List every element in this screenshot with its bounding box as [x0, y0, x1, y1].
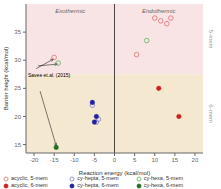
svg-text:0: 0: [113, 157, 117, 163]
svg-text:-20: -20: [30, 157, 39, 163]
html-text:acyclic, 6-mem: acyclic, 6-mem: [11, 182, 48, 188]
svg-text:-15: -15: [50, 157, 59, 163]
svg-text:6-mem: 6-mem: [208, 104, 213, 123]
html-text:cy-hepta, 6-mem: cy-hepta, 6-mem: [77, 182, 119, 188]
svg-text:-10: -10: [70, 157, 79, 163]
svg-text:Barrier height (kcal/mol): Barrier height (kcal/mol): [8, 47, 9, 111]
svg-text:Savee et.al. (2015): Savee et.al. (2015): [28, 72, 71, 78]
svg-text:20: 20: [14, 114, 21, 120]
svg-text:Endothermic: Endothermic: [142, 8, 176, 14]
svg-text:5-mem: 5-mem: [208, 30, 213, 49]
svg-text:15: 15: [171, 157, 178, 163]
svg-text:35: 35: [14, 29, 21, 35]
svg-text:-5: -5: [92, 157, 98, 163]
svg-text:20: 20: [192, 157, 199, 163]
svg-text:Exothermic: Exothermic: [55, 8, 85, 14]
svg-text:Reaction energy (kcal/mol): Reaction energy (kcal/mol): [79, 170, 150, 176]
svg-text:5: 5: [133, 157, 137, 163]
svg-text:15: 15: [14, 142, 21, 148]
html-text:cy-hexa, 5-mem: cy-hexa, 5-mem: [143, 175, 184, 181]
html-text:cy-hexa, 6-mem: cy-hexa, 6-mem: [143, 182, 184, 188]
html-text:acyclic, 5-mem: acyclic, 5-mem: [11, 175, 48, 181]
html-text:cy-hepta, 5-mem: cy-hepta, 5-mem: [77, 175, 119, 181]
svg-text:10: 10: [151, 157, 158, 163]
svg-text:30: 30: [14, 57, 21, 63]
svg-text:25: 25: [14, 85, 21, 91]
